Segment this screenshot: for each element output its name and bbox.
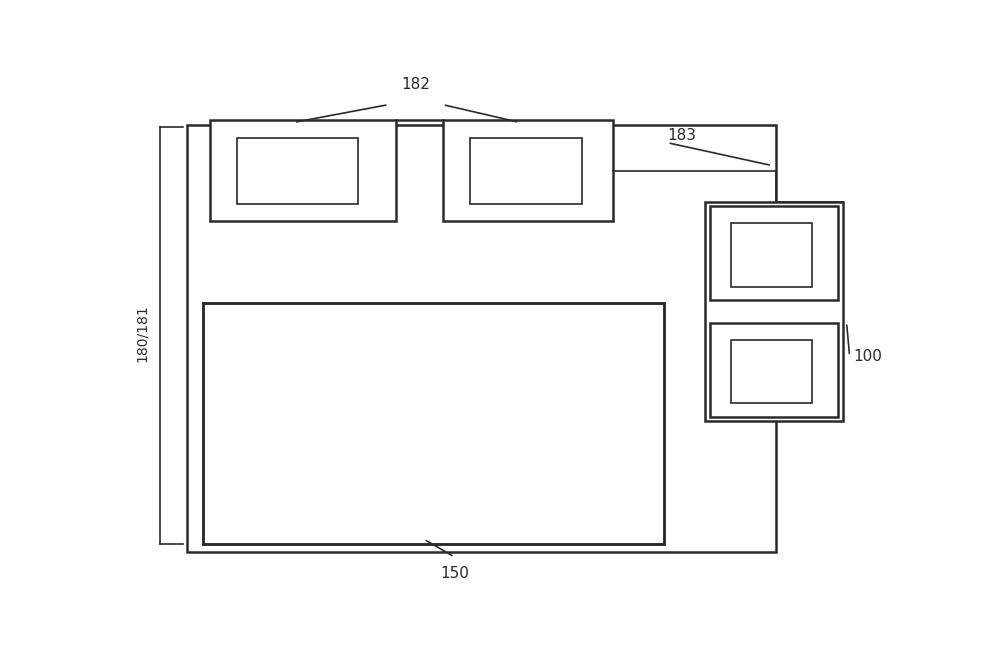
Text: 180/181: 180/181	[135, 304, 149, 362]
Text: 100: 100	[854, 348, 882, 364]
Bar	[202, 303, 664, 544]
Text: 183: 183	[668, 128, 696, 143]
Bar	[237, 138, 358, 204]
Bar	[731, 340, 812, 403]
Bar	[710, 323, 838, 417]
Bar	[187, 125, 776, 552]
Bar	[470, 138, 582, 204]
Text: 182: 182	[401, 77, 430, 92]
Text: 150: 150	[440, 566, 469, 581]
Bar	[710, 207, 838, 300]
Bar	[443, 120, 613, 222]
Bar	[731, 223, 812, 286]
Bar	[705, 202, 843, 420]
Bar	[210, 120, 396, 222]
